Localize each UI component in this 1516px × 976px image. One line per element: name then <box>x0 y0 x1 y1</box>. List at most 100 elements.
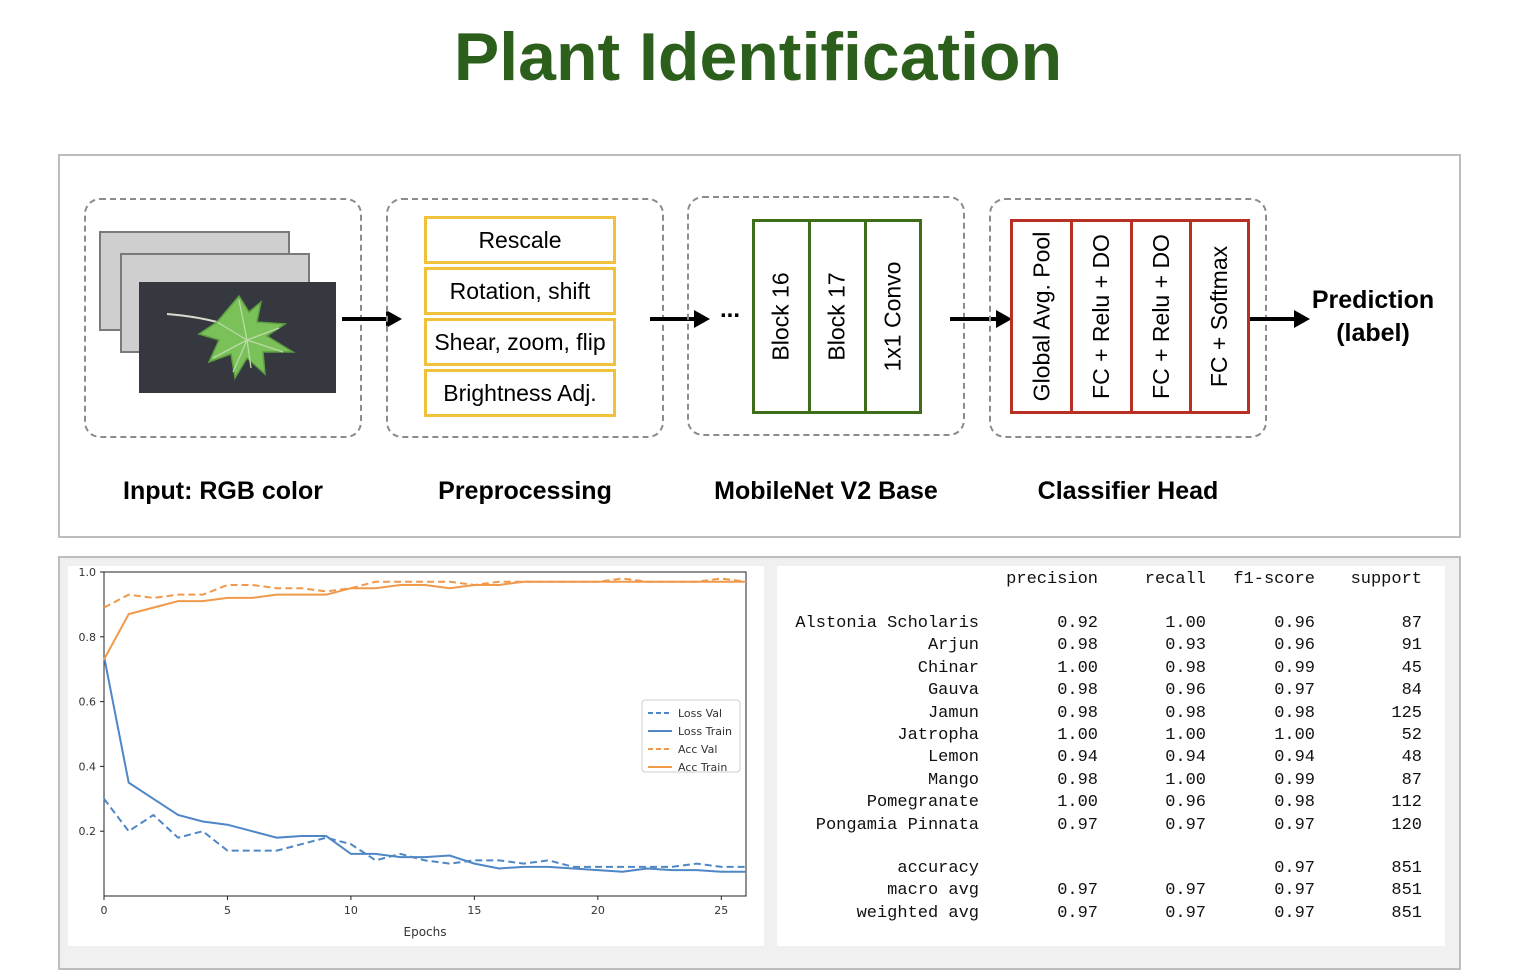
y-tick-label: 0.4 <box>79 760 97 773</box>
report-row-recall: 1.00 <box>1165 726 1206 745</box>
x-tick-label: 15 <box>467 904 481 917</box>
report-row-f1: 0.94 <box>1274 748 1315 768</box>
preprocess-step-rescale: Rescale <box>424 216 616 264</box>
report-row-support: 84 <box>1401 681 1422 701</box>
series-line-acc-val <box>103 577 747 609</box>
report-header-recall: recall <box>1144 570 1206 589</box>
preprocess-step-shear: Shear, zoom, flip <box>424 318 616 366</box>
report-row-precision: 1.00 <box>1057 793 1098 813</box>
report-row-label: Pongamia Pinnata <box>815 815 979 835</box>
arrow-mobilenet-to-classifier <box>950 310 1012 328</box>
report-row-label: Gauva <box>927 681 979 701</box>
report-row-precision: 0.92 <box>1057 614 1098 633</box>
mobilenet-block-16: Block 16 <box>752 219 811 414</box>
plot-area <box>103 571 747 897</box>
mobilenet-stage-label: MobileNet V2 Base <box>714 477 938 505</box>
report-row-f1: 1.00 <box>1274 726 1315 745</box>
report-row-label: Alstonia Scholaris <box>795 614 979 633</box>
training-curves-chart: 0.2 0.4 0.6 0.8 1.0 0 5 10 15 20 25 Epochs Loss Val L… <box>68 566 764 946</box>
report-row-recall: 1.00 <box>1165 614 1206 633</box>
leaf-photo <box>139 282 336 393</box>
report-row-label: Jatropha <box>897 726 979 745</box>
report-row-support: 125 <box>1391 703 1422 723</box>
series-line-loss-train <box>103 656 746 873</box>
y-tick-label: 0.8 <box>79 631 97 644</box>
report-summary-recall: 0.97 <box>1165 881 1206 901</box>
report-summary-label: macro avg <box>887 881 979 901</box>
report-summary-f1: 0.97 <box>1274 859 1315 878</box>
prediction-output: Prediction (label) <box>1296 284 1450 350</box>
report-row-f1: 0.97 <box>1274 681 1315 701</box>
report-row-precision: 0.98 <box>1057 636 1098 656</box>
input-stage-label: Input: RGB color <box>123 477 323 505</box>
report-row-label: Arjun <box>927 636 979 656</box>
report-summary-precision: 0.97 <box>1057 881 1098 901</box>
mobilenet-block-17: Block 17 <box>808 219 867 414</box>
report-row-recall: 0.94 <box>1165 748 1206 768</box>
series-line-loss-val <box>103 798 746 868</box>
classifier-fc-relu-do-2: FC + Relu + DO <box>1130 219 1192 414</box>
y-tick-label: 0.2 <box>79 825 97 838</box>
report-summary-f1: 0.97 <box>1274 903 1315 923</box>
page-title: Plant Identification <box>453 19 1063 95</box>
report-row-recall: 0.98 <box>1165 658 1206 678</box>
ellipsis: ... <box>720 296 741 323</box>
report-row-recall: 0.96 <box>1165 681 1206 701</box>
report-summary-label: weighted avg <box>856 903 979 923</box>
report-row-support: 87 <box>1401 614 1422 633</box>
report-row-f1: 0.97 <box>1274 815 1315 835</box>
report-summary-support: 851 <box>1391 881 1422 901</box>
classifier-fc-softmax: FC + Softmax <box>1189 219 1250 414</box>
report-row-precision: 0.98 <box>1057 681 1098 701</box>
report-row-precision: 1.00 <box>1057 658 1098 678</box>
report-row-support: 87 <box>1401 770 1422 790</box>
report-row-support: 120 <box>1391 815 1422 835</box>
report-summary-precision: 0.97 <box>1057 903 1098 923</box>
classification-report: precision recall f1-score support Alstonia S… <box>777 566 1445 946</box>
series-line-acc-train <box>103 580 746 660</box>
x-tick-label: 10 <box>344 904 358 917</box>
preprocess-step-brightness: Brightness Adj. <box>424 369 616 417</box>
mobilenet-conv-1x1: 1x1 Convo <box>864 219 922 414</box>
report-summary-label: accuracy <box>897 859 979 878</box>
x-tick-label: 0 <box>101 904 108 917</box>
arrow-input-to-preprocess <box>342 310 402 328</box>
classifier-global-avg-pool: Global Avg. Pool <box>1010 219 1073 414</box>
chart-legend <box>641 699 741 773</box>
preprocess-step-rotation: Rotation, shift <box>424 267 616 315</box>
preprocessing-stage-label: Preprocessing <box>438 477 612 505</box>
report-row-f1: 0.98 <box>1274 793 1315 813</box>
report-row-f1: 0.96 <box>1274 614 1315 633</box>
report-row-precision: 0.98 <box>1057 770 1098 790</box>
report-row-label: Mango <box>927 770 979 790</box>
report-row-label: Pomegranate <box>866 793 979 813</box>
report-row-support: 91 <box>1401 636 1422 656</box>
y-tick-label: 1.0 <box>79 566 97 579</box>
report-summary-recall: 0.97 <box>1165 903 1206 923</box>
report-summary-f1: 0.97 <box>1274 881 1315 901</box>
x-tick-label: 20 <box>591 904 605 917</box>
report-row-precision: 0.97 <box>1057 815 1098 835</box>
report-row-recall: 0.98 <box>1165 703 1206 723</box>
report-row-recall: 0.97 <box>1165 815 1206 835</box>
legend-label: Loss Train <box>678 725 732 738</box>
report-row-precision: 0.98 <box>1057 703 1098 723</box>
report-row-precision: 0.94 <box>1057 748 1098 768</box>
report-row-f1: 0.99 <box>1274 658 1315 678</box>
report-row-f1: 0.99 <box>1274 770 1315 790</box>
report-header-support: support <box>1350 570 1422 589</box>
y-tick-label: 0.6 <box>79 696 97 709</box>
report-row-precision: 1.00 <box>1057 726 1098 745</box>
classifier-stage-label: Classifier Head <box>1037 477 1219 505</box>
arrow-classifier-to-prediction <box>1250 310 1310 328</box>
legend-label: Acc Val <box>678 743 717 756</box>
legend-label: Loss Val <box>678 707 722 720</box>
report-header-precision: precision <box>1006 570 1098 589</box>
arrow-preprocess-to-mobilenet <box>650 310 710 328</box>
report-row-support: 112 <box>1391 793 1422 813</box>
report-row-label: Chinar <box>917 658 979 678</box>
report-row-label: Lemon <box>927 748 979 768</box>
mobilenet-stage-box <box>687 196 965 436</box>
report-header-f1: f1-score <box>1233 570 1315 589</box>
report-summary-support: 851 <box>1391 903 1422 923</box>
